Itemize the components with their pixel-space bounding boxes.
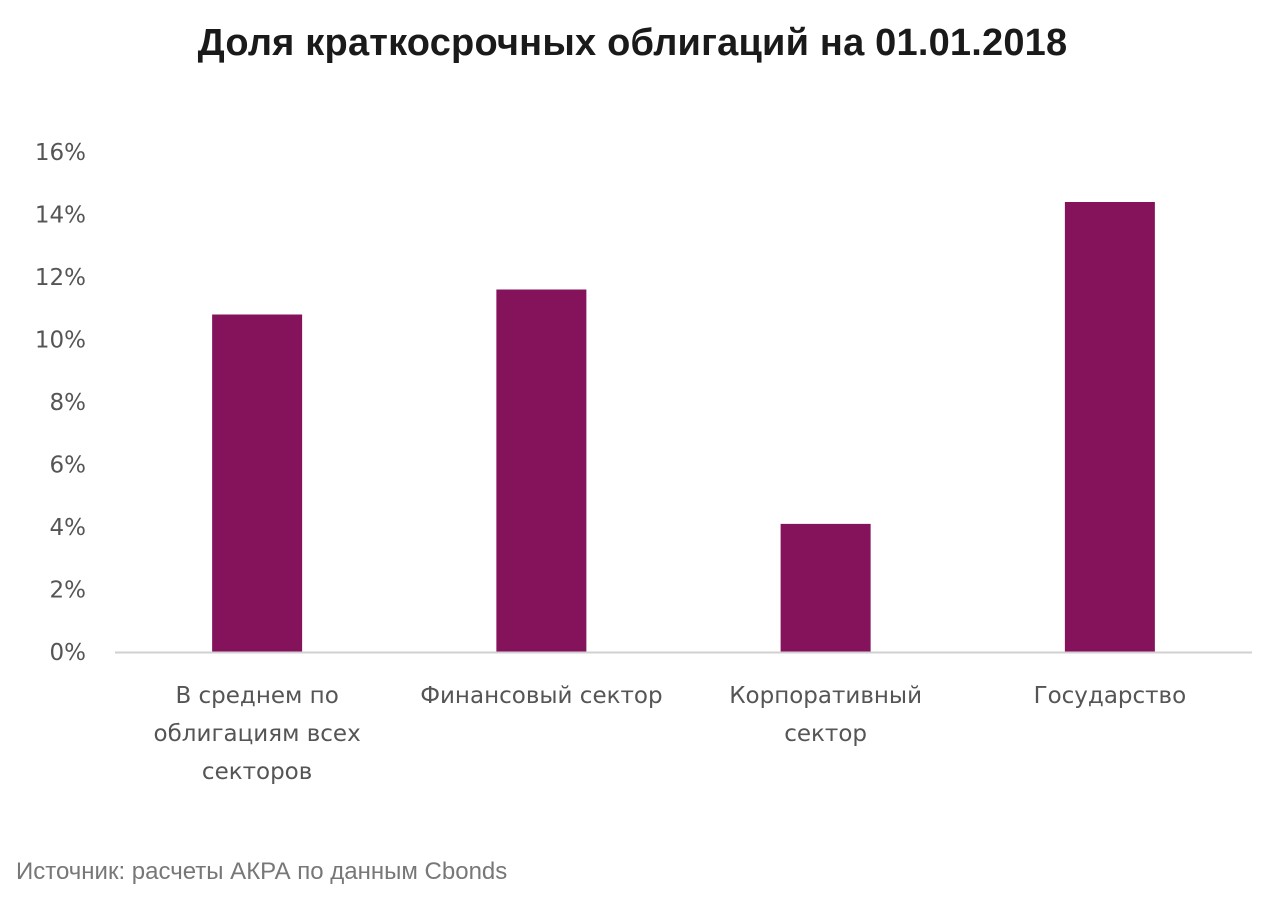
category-label-line: облигациям всех <box>154 721 361 747</box>
y-tick-label: 4% <box>50 515 87 541</box>
category-label-line: секторов <box>202 759 312 785</box>
bars <box>212 202 1155 652</box>
category-label-line: Финансовый сектор <box>420 683 662 709</box>
category-label-line: В среднем по <box>175 683 338 709</box>
bar <box>1064 202 1155 652</box>
y-tick-label: 0% <box>50 640 87 666</box>
y-tick-label: 6% <box>50 453 87 479</box>
bar <box>780 523 871 652</box>
y-tick-label: 14% <box>35 203 86 229</box>
category-label: Корпоративный сектор <box>729 683 922 747</box>
bar <box>212 314 303 652</box>
y-tick-label: 16% <box>35 140 86 166</box>
category-label: Государство <box>1034 683 1187 709</box>
y-tick-label: 12% <box>35 265 86 291</box>
category-label-line: Государство <box>1034 683 1187 709</box>
y-tick-label: 8% <box>50 390 87 416</box>
source-note: Источник: расчеты АКРА по данным Cbonds <box>16 858 508 885</box>
category-label-line: сектор <box>784 721 867 747</box>
y-tick-label: 10% <box>35 328 86 354</box>
category-label: Финансовый сектор <box>420 683 662 709</box>
y-tick-label: 2% <box>50 578 87 604</box>
chart-title: Доля краткосрочных облигаций на 01.01.20… <box>197 22 1068 64</box>
category-label-line: Корпоративный <box>729 683 922 709</box>
y-axis-ticks: 0% 2% 4% 6% 8% 10% 12% 14% 16% <box>35 140 86 666</box>
category-labels: В среднем по облигациям всех секторов Финан… <box>154 683 1187 785</box>
bar <box>496 289 587 652</box>
category-label: В среднем по облигациям всех секторов <box>154 683 361 785</box>
